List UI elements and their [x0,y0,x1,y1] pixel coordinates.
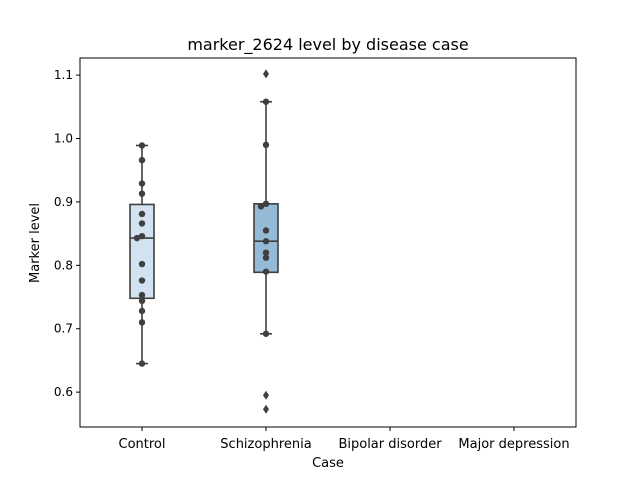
swarm-point [138,260,146,268]
y-tick-label: 1.0 [54,132,73,146]
swarm-point [262,249,270,256]
box-group-schizophrenia [253,69,279,414]
y-axis-label: Marker level [28,203,43,283]
plot-frame [79,57,577,428]
swarm-point [138,277,146,284]
swarm-point [138,180,146,187]
swarm-point [138,297,146,305]
y-tick-label: 0.9 [54,195,73,209]
swarm-point [262,254,270,261]
swarm-point [138,360,146,367]
swarm-point [262,238,270,245]
swarm-point [257,203,265,210]
x-tick-label: Control [119,437,166,452]
x-tick-label: Major depression [458,437,569,452]
chart-title: marker_2624 level by disease case [187,35,468,55]
swarm-point [138,220,146,227]
swarm-point [138,142,146,149]
swarm-point [262,200,270,208]
y-tick-label: 0.6 [54,385,73,399]
box-group-control [129,142,155,367]
swarm-point [138,232,146,240]
swarm-point [138,210,146,218]
outlier-marker [263,69,269,79]
outlier-marker [263,390,269,400]
swarm-point [262,98,270,105]
y-tick-label: 0.8 [54,258,73,272]
swarm-point [262,268,270,275]
y-tick-label: 0.7 [54,322,73,336]
swarm-point [262,330,270,337]
swarm-point [262,227,270,234]
swarm-point [133,234,141,242]
box-iqr [129,203,155,300]
swarm-point [138,190,146,197]
axes: 0.6 0.7 0.8 0.9 1.0 1.1 Control Schizophrenia Bi… [54,68,570,452]
swarm-point [138,156,146,164]
x-tick-label: Schizophrenia [220,437,311,452]
x-axis-label: Case [312,456,344,471]
swarm-point [138,291,146,299]
x-tick-label: Bipolar disorder [338,437,442,452]
plot-area [129,69,279,414]
swarm-point [138,307,146,315]
swarm-point [138,319,146,326]
outlier-marker [263,404,269,414]
swarm-point [262,141,270,149]
y-tick-label: 1.1 [54,68,73,82]
